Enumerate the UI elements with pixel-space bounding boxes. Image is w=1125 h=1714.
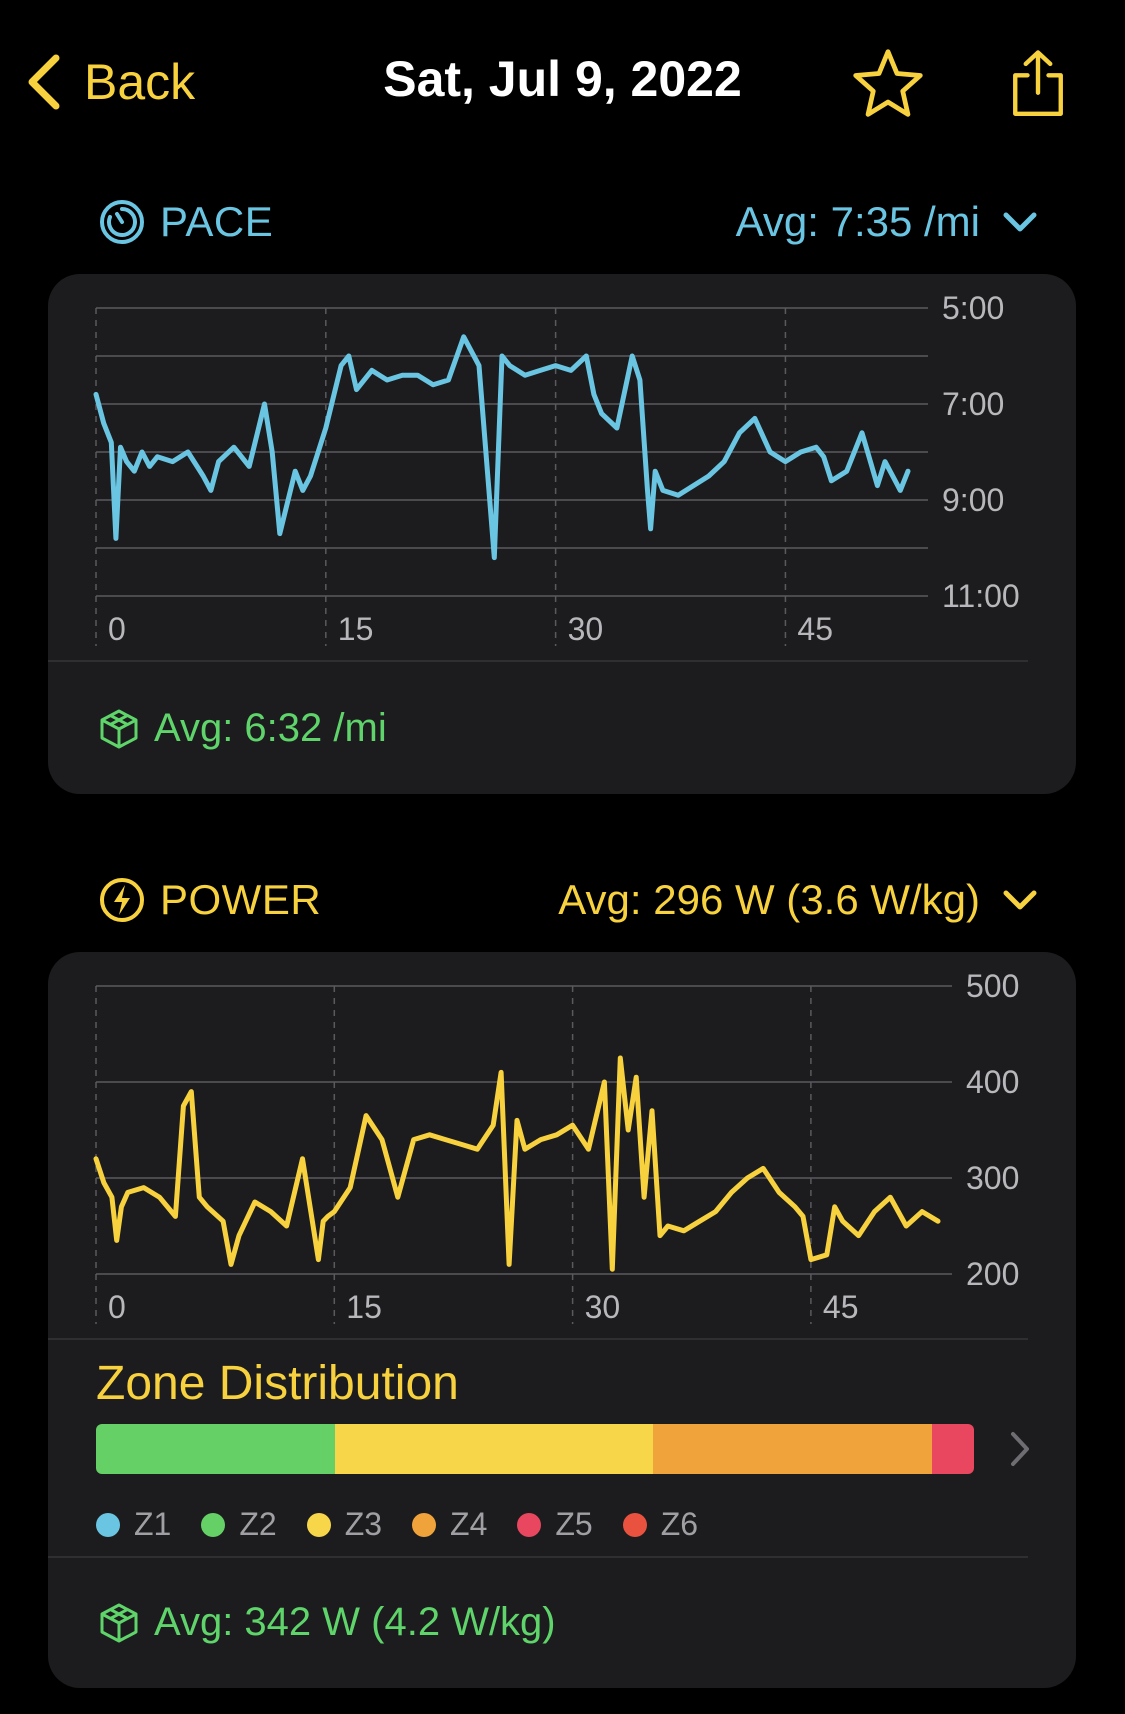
- y-tick-label: 500: [966, 968, 1019, 1004]
- legend-label: Z2: [239, 1506, 277, 1542]
- back-button[interactable]: Back: [26, 52, 195, 112]
- pace-header: PACE Avg: 7:35 /mi: [98, 192, 1038, 252]
- x-tick-label: 45: [797, 611, 833, 647]
- legend-label: Z4: [450, 1506, 488, 1542]
- zone-distribution-bar[interactable]: [96, 1424, 974, 1474]
- zone-segment-z3: [334, 1424, 653, 1474]
- chevron-right-icon: [1011, 1432, 1029, 1466]
- legend-item: Z3: [306, 1506, 383, 1543]
- power-label: POWER: [160, 876, 322, 923]
- legend-label: Z5: [555, 1506, 593, 1542]
- x-tick-label: 0: [108, 1289, 126, 1325]
- zone-segment-z4: [652, 1424, 932, 1474]
- zone-segment-z5: [931, 1424, 974, 1474]
- legend-dot: [96, 1512, 120, 1537]
- power-avg-value: Avg: 296 W (3.6 W/kg): [558, 876, 980, 923]
- legend-dot: [412, 1512, 437, 1537]
- x-tick-label: 15: [338, 611, 374, 647]
- y-tick-label: 5:00: [942, 290, 1004, 326]
- legend-dot: [622, 1512, 647, 1537]
- legend-label: Z6: [660, 1506, 699, 1542]
- zone-distribution-title: Zone Distribution: [96, 1357, 459, 1410]
- y-tick-label: 300: [966, 1160, 1019, 1196]
- legend-item: Z5: [517, 1506, 593, 1543]
- lightning-icon: [100, 878, 144, 922]
- chevron-left-icon: [28, 54, 60, 110]
- favorite-button[interactable]: [848, 44, 928, 124]
- share-button[interactable]: [998, 44, 1078, 124]
- pace-card: [48, 274, 1076, 794]
- y-tick-label: 400: [966, 1064, 1019, 1100]
- legend-item: Z2: [201, 1506, 277, 1543]
- pace-footer-avg: Avg: 6:32 /mi: [98, 706, 387, 751]
- chevron-down-icon: [1003, 890, 1037, 910]
- pace-label: PACE: [160, 198, 274, 245]
- power-header: POWER Avg: 296 W (3.6 W/kg): [98, 870, 1038, 930]
- legend-dot: [306, 1512, 331, 1537]
- power-divider: [48, 1338, 1028, 1340]
- zone-segment-z2: [96, 1424, 335, 1474]
- zone-divider: [48, 1556, 1028, 1558]
- power-chart: 500 400 300 200 0 15 30 45: [93, 968, 1019, 1325]
- y-tick-label: 7:00: [942, 386, 1004, 422]
- y-tick-label: 200: [966, 1256, 1019, 1292]
- pace-avg-value: Avg: 7:35 /mi: [735, 198, 980, 245]
- page-title: Sat, Jul 9, 2022: [383, 51, 742, 107]
- pace-chart: 5:00 7:00 9:00 11:00 0 15 30 45: [93, 290, 1020, 647]
- cube-icon: [100, 1603, 138, 1642]
- cube-icon: [100, 709, 138, 748]
- pace-footer-avg-text: Avg: 6:32 /mi: [154, 706, 387, 750]
- chevron-down-icon: [1003, 212, 1037, 232]
- legend-item: Z4: [412, 1506, 487, 1543]
- stopwatch-icon: [100, 200, 144, 244]
- power-footer-avg-text: Avg: 342 W (4.2 W/kg): [154, 1600, 556, 1644]
- x-tick-label: 15: [346, 1289, 382, 1325]
- legend-item: Z1: [96, 1506, 171, 1543]
- power-footer-avg: Avg: 342 W (4.2 W/kg): [98, 1600, 556, 1645]
- power-avg-dropdown[interactable]: Avg: 296 W (3.6 W/kg): [558, 876, 1038, 924]
- y-tick-label: 11:00: [942, 578, 1020, 614]
- legend-dot: [201, 1512, 226, 1537]
- legend-item: Z6: [622, 1506, 699, 1543]
- back-label: Back: [84, 54, 196, 110]
- pace-avg-dropdown[interactable]: Avg: 7:35 /mi: [736, 198, 1038, 246]
- zone-legend: Z1 Z2 Z3 Z4 Z5 Z6: [96, 1506, 728, 1543]
- power-card: [48, 952, 1076, 1688]
- zone-detail-button[interactable]: [1000, 1419, 1040, 1479]
- x-tick-label: 0: [108, 611, 126, 647]
- y-tick-label: 9:00: [942, 482, 1004, 518]
- nav-bar: Back Sat, Jul 9, 2022: [0, 0, 1125, 170]
- pace-divider: [48, 660, 1028, 662]
- series-line: [93, 1055, 941, 1272]
- legend-dot: [517, 1512, 542, 1537]
- x-tick-label: 45: [823, 1289, 859, 1325]
- star-icon: [853, 49, 923, 117]
- legend-label: Z1: [134, 1506, 172, 1542]
- series-line: [93, 334, 911, 561]
- legend-label: Z3: [344, 1506, 383, 1542]
- x-tick-label: 30: [585, 1289, 621, 1325]
- share-icon: [1013, 50, 1063, 116]
- x-tick-label: 30: [568, 611, 604, 647]
